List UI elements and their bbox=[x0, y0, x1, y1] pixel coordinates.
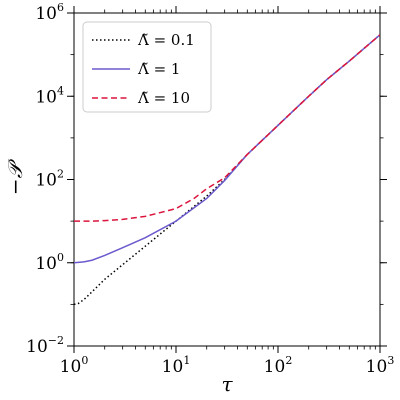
y-tick-exp: 0 bbox=[57, 251, 64, 264]
legend-label-1: Λ̃ = 0.1 bbox=[137, 31, 195, 49]
x-tick-base: 10 bbox=[162, 357, 184, 377]
y-tick-base: 10 bbox=[35, 254, 57, 274]
series-line-1 bbox=[74, 34, 380, 306]
minor-ticks bbox=[70, 9, 384, 350]
y-tick-base: 10 bbox=[35, 87, 57, 107]
y-tick-base: 10 bbox=[26, 337, 48, 357]
legend-label-2: Λ̃ = 1 bbox=[137, 60, 180, 78]
y-tick-label: 106 bbox=[35, 1, 64, 24]
y-tick-exp: 4 bbox=[57, 84, 64, 97]
y-tick-label: 100 bbox=[35, 251, 64, 274]
x-tick-exp: 3 bbox=[387, 354, 394, 367]
x-tick-label: 101 bbox=[162, 354, 191, 377]
x-tick-base: 10 bbox=[60, 357, 82, 377]
y-tick-base: 10 bbox=[35, 171, 57, 191]
x-tick-exp: 2 bbox=[285, 354, 292, 367]
y-tick-label: 104 bbox=[35, 84, 64, 107]
x-tick-label: 103 bbox=[366, 354, 395, 377]
x-tick-exp: 1 bbox=[183, 354, 190, 367]
y-axis-label: −𝒫 bbox=[3, 158, 27, 195]
x-tick-label: 102 bbox=[264, 354, 293, 377]
y-tick-label: 10−2 bbox=[26, 334, 64, 357]
y-tick-exp: 6 bbox=[57, 1, 64, 14]
series-line-2 bbox=[74, 34, 380, 264]
y-tick-exp: −2 bbox=[48, 334, 64, 347]
x-tick-base: 10 bbox=[366, 357, 388, 377]
y-tick-exp: 2 bbox=[57, 168, 64, 181]
x-tick-exp: 0 bbox=[81, 354, 88, 367]
x-tick-label: 100 bbox=[60, 354, 89, 377]
x-axis-label: τ bbox=[221, 372, 233, 396]
x-tick-base: 10 bbox=[264, 357, 286, 377]
legend-box bbox=[82, 21, 212, 113]
legend-label-3: Λ̃ = 10 bbox=[137, 89, 190, 107]
y-tick-label: 102 bbox=[35, 168, 64, 191]
y-tick-base: 10 bbox=[35, 4, 57, 24]
